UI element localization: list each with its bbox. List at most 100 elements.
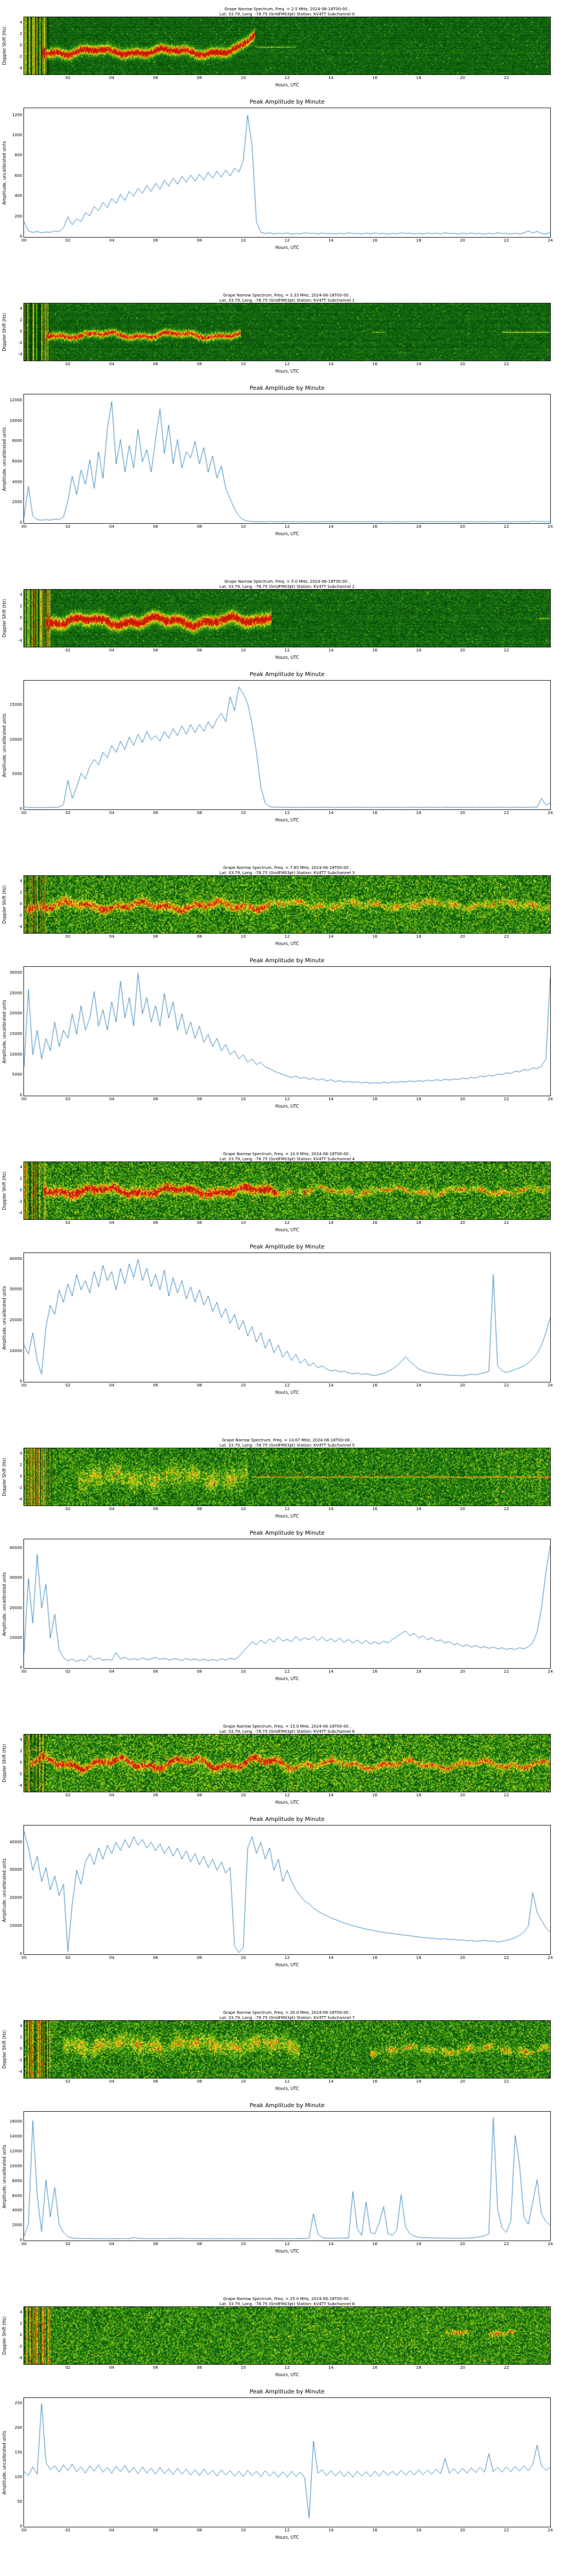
y-tick-label: 6000 — [12, 2193, 22, 2198]
amplitude-plot-area: Amplitude, uncalibrated units 0 2000 4000 6… — [2, 2111, 553, 2246]
x-tick-label: 06 — [153, 1507, 158, 1512]
y-tick-label: 16000 — [9, 2119, 22, 2124]
subchannel-section: Grape Narrow Spectrum, Freq. = 3.33 MHz,… — [0, 286, 572, 572]
x-tick-label: 12 — [284, 1955, 290, 1961]
y-tick-label: 4 — [19, 1451, 22, 1456]
x-tick-label: 18 — [416, 1507, 422, 1512]
spectrogram-title-line2: Lat. 33.79, Long. -78.75 (GridFM03pt) St… — [219, 1729, 355, 1735]
x-tick-label: 10 — [240, 1383, 246, 1388]
spectrogram-xlabel: Hours, UTC — [275, 941, 299, 947]
x-tick-label: 20 — [460, 1507, 466, 1512]
x-tick-label: 18 — [416, 1220, 422, 1226]
x-tick-label: 16 — [372, 1669, 378, 1674]
x-tick-label: 02 — [65, 1383, 71, 1388]
x-tick-label: 22 — [503, 2079, 509, 2084]
x-tick-label: 16 — [372, 1793, 378, 1798]
spectrogram-title: Grape Narrow Spectrum, Freq. = 3.33 MHz,… — [24, 293, 550, 303]
y-tick-label: 100 — [14, 2475, 22, 2480]
y-tick-label: 0 — [19, 902, 22, 907]
y-tick-label: 2 — [19, 890, 22, 895]
x-tick-label: 16 — [372, 1507, 378, 1512]
x-tick-label: 08 — [197, 2242, 202, 2247]
x-tick-label: 14 — [328, 1793, 334, 1798]
y-tick-label: 40000 — [9, 1256, 22, 1261]
x-tick-label: 16 — [372, 648, 378, 653]
x-tick-label: 02 — [65, 76, 71, 81]
x-tick-label: 22 — [503, 2528, 509, 2533]
x-tick-label: 04 — [109, 1097, 114, 1102]
amplitude-title: Peak Amplitude by Minute — [249, 2103, 325, 2109]
x-tick-label: 20 — [460, 1383, 466, 1388]
y-tick-label: 0 — [19, 520, 22, 526]
x-tick-label: 12 — [284, 1097, 290, 1102]
amplitude-plot-area: Amplitude, uncalibrated units 0 10000 2000… — [2, 1825, 553, 1960]
spectrogram-title-line1: Grape Narrow Spectrum, Freq. = 14.67 MHz… — [221, 1438, 353, 1443]
y-tick-label: 0 — [19, 2524, 22, 2529]
x-tick-label: 24 — [547, 524, 553, 530]
spectrogram-ylabel: Doppler Shift (Hz) — [2, 313, 7, 351]
y-tick-label: 2000 — [12, 2223, 22, 2228]
x-tick-label: 02 — [65, 2528, 71, 2533]
x-tick-label: 16 — [372, 2365, 378, 2370]
y-tick-label: 30000 — [9, 970, 22, 975]
x-tick-label: 10 — [240, 1507, 246, 1512]
y-tick-label: 0 — [19, 1379, 22, 1384]
amplitude-title: Peak Amplitude by Minute — [249, 671, 325, 678]
amplitude-plot — [24, 394, 550, 524]
spectrogram-xticks: 02 04 06 08 10 12 14 16 18 20 22 — [24, 647, 550, 653]
x-tick-label: 04 — [109, 362, 114, 367]
x-tick-label: 02 — [65, 1955, 71, 1961]
amplitude-xlabel: Hours, UTC — [275, 2249, 299, 2254]
x-tick-label: 04 — [109, 1383, 114, 1388]
amplitude-xlabel: Hours, UTC — [275, 1104, 299, 1109]
y-tick-label: -4 — [18, 352, 22, 357]
x-tick-label: 14 — [328, 2528, 334, 2533]
spectrogram-xticks: 02 04 06 08 10 12 14 16 18 20 22 — [24, 933, 550, 939]
y-tick-label: 20000 — [9, 1895, 22, 1901]
x-tick-label: 02 — [65, 2079, 71, 2084]
amplitude-plot — [24, 967, 550, 1096]
spectrogram-ylabel: Doppler Shift (Hz) — [2, 1171, 7, 1210]
spectrogram-xlabel: Hours, UTC — [275, 2372, 299, 2378]
x-tick-label: 04 — [109, 238, 114, 243]
y-tick-label: 6000 — [12, 459, 22, 464]
spectrogram-plot — [24, 303, 550, 361]
y-tick-label: 200 — [14, 2425, 22, 2431]
x-tick-label: 12 — [284, 76, 290, 81]
x-tick-label: 12 — [284, 2242, 290, 2247]
amplitude-xlabel: Hours, UTC — [275, 1962, 299, 1968]
y-tick-label: 2 — [19, 1463, 22, 1468]
spectrogram-plot — [24, 1735, 550, 1792]
y-tick-label: -4 — [18, 1211, 22, 1216]
amplitude-ylabel: Amplitude, uncalibrated units — [2, 1858, 7, 1922]
y-tick-label: 5000 — [12, 772, 22, 777]
spectrogram-plot — [24, 1162, 550, 1220]
y-tick-label: 10000 — [9, 737, 22, 742]
x-tick-label: 18 — [416, 1669, 422, 1674]
y-tick-label: 10000 — [9, 1635, 22, 1640]
y-tick-label: -2 — [18, 1772, 22, 1777]
spectrogram-title-line2: Lat. 33.79, Long. -78.75 (GridFM03pt) St… — [219, 1443, 355, 1448]
x-tick-label: 10 — [240, 1955, 246, 1961]
x-tick-label: 10 — [240, 934, 246, 939]
amplitude-title: Peak Amplitude by Minute — [249, 99, 325, 106]
x-tick-label: 06 — [153, 2242, 158, 2247]
amplitude-xticks: 00 02 04 06 08 10 12 14 16 18 20 22 24 — [22, 237, 553, 243]
y-tick-label: 20000 — [9, 1605, 22, 1610]
x-tick-label: 12 — [284, 238, 290, 243]
x-tick-label: 04 — [109, 1669, 114, 1674]
spectrogram-plot — [24, 1448, 550, 1506]
y-tick-label: 10000 — [9, 1923, 22, 1929]
y-tick-label: -2 — [18, 2344, 22, 2349]
x-tick-label: 16 — [372, 811, 378, 816]
amplitude-ylabel: Amplitude, uncalibrated units — [2, 1286, 7, 1350]
x-tick-label: 14 — [328, 238, 334, 243]
x-tick-label: 00 — [21, 524, 27, 530]
spectrogram-xticks: 02 04 06 08 10 12 14 16 18 20 22 — [24, 361, 550, 367]
x-tick-label: 22 — [503, 811, 509, 816]
y-tick-label: 0 — [19, 1093, 22, 1098]
x-tick-label: 00 — [21, 2528, 27, 2533]
spectrogram-xticks: 02 04 06 08 10 12 14 16 18 20 22 — [24, 1506, 550, 1512]
y-tick-label: 10000 — [9, 1052, 22, 1057]
